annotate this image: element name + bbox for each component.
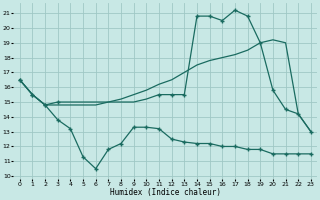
X-axis label: Humidex (Indice chaleur): Humidex (Indice chaleur): [110, 188, 221, 197]
